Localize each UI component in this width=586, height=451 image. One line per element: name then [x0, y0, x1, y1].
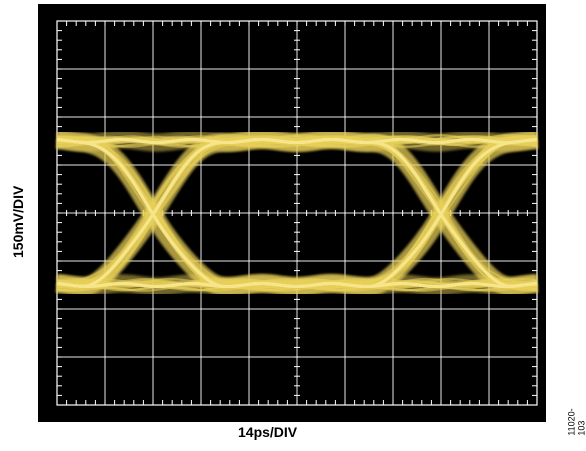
eye-trace [56, 137, 538, 287]
eye-trace [56, 134, 538, 284]
figure-id: 11020-103 [566, 408, 586, 436]
eye-trace-core [56, 138, 538, 288]
eye-trace [56, 277, 538, 284]
eye-traces [56, 130, 538, 296]
grid [56, 20, 538, 406]
eye-trace-core [56, 137, 538, 144]
y-axis-label: 150mV/DIV [10, 185, 26, 258]
x-axis-label: 14ps/DIV [238, 424, 298, 440]
